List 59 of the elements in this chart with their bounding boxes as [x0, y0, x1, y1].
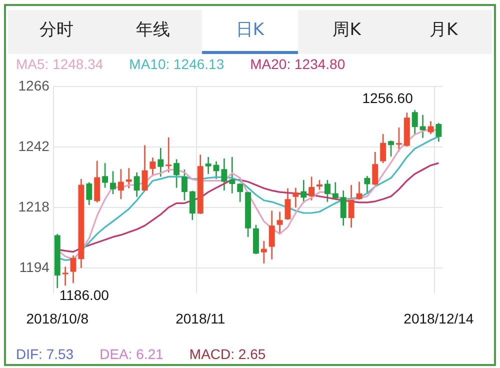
candlestick — [284, 188, 291, 220]
y-tick-label: 1218 — [18, 198, 50, 214]
candlestick — [150, 156, 156, 177]
candlestick — [142, 144, 148, 192]
candlestick — [110, 170, 116, 195]
text: MA20: 1234.80 — [250, 56, 346, 72]
text: DIF: 7.53 — [16, 346, 74, 362]
candlestick — [189, 190, 196, 221]
candlestick — [62, 266, 68, 286]
candlestick — [348, 184, 354, 228]
candlestick — [134, 172, 140, 198]
candlestick — [380, 133, 386, 164]
text: 日K — [202, 10, 298, 54]
candlestick — [428, 120, 434, 135]
candlestick — [102, 162, 108, 188]
y-tick-label: 1242 — [18, 138, 50, 154]
candlestick — [229, 156, 236, 194]
text: 年线 — [135, 19, 172, 42]
candlestick — [205, 156, 212, 175]
text: MACD: 2.65 — [189, 346, 266, 362]
annotation: 1186.00 — [59, 287, 110, 304]
candlestick — [268, 210, 275, 260]
x-tick-label: 2018/11 — [176, 310, 226, 326]
candlestick — [182, 168, 188, 202]
text: MA10: 1246.13 — [129, 56, 224, 72]
y-tick-label: 1266 — [18, 77, 50, 94]
text: 月K — [428, 19, 459, 42]
candlestick — [332, 182, 338, 200]
candlestick — [86, 182, 92, 206]
candlestick — [396, 126, 402, 152]
text: MA5: 1248.34 — [16, 56, 104, 72]
candlestick — [94, 160, 100, 204]
candlestick — [300, 179, 307, 204]
x-tick-label: 2018/10/8 — [26, 310, 89, 326]
candlestick — [174, 158, 180, 188]
candlestick — [388, 140, 394, 158]
candlestick — [292, 187, 299, 208]
candlestick — [340, 190, 346, 226]
candlestick — [412, 109, 418, 136]
candlestick — [166, 136, 172, 174]
candlestick — [372, 151, 378, 188]
annotation: 1256.60 — [362, 90, 414, 106]
candlestick — [260, 240, 267, 264]
candlestick — [420, 114, 426, 138]
text: 周K — [332, 19, 362, 42]
candlestick — [221, 158, 228, 192]
candlestick — [158, 147, 164, 178]
x-tick-label: 2018/12/14 — [404, 310, 474, 326]
candlestick — [276, 211, 283, 235]
candlestick — [237, 182, 244, 203]
y-tick-label: 1194 — [19, 258, 50, 275]
candlestick — [308, 176, 315, 202]
candlestick — [118, 168, 124, 200]
candlestick — [436, 122, 442, 142]
candlestick — [316, 179, 323, 190]
text: 分时 — [38, 19, 74, 42]
candlestick — [324, 179, 330, 203]
candlestick — [364, 175, 370, 194]
text: DEA: 6.21 — [100, 346, 164, 362]
